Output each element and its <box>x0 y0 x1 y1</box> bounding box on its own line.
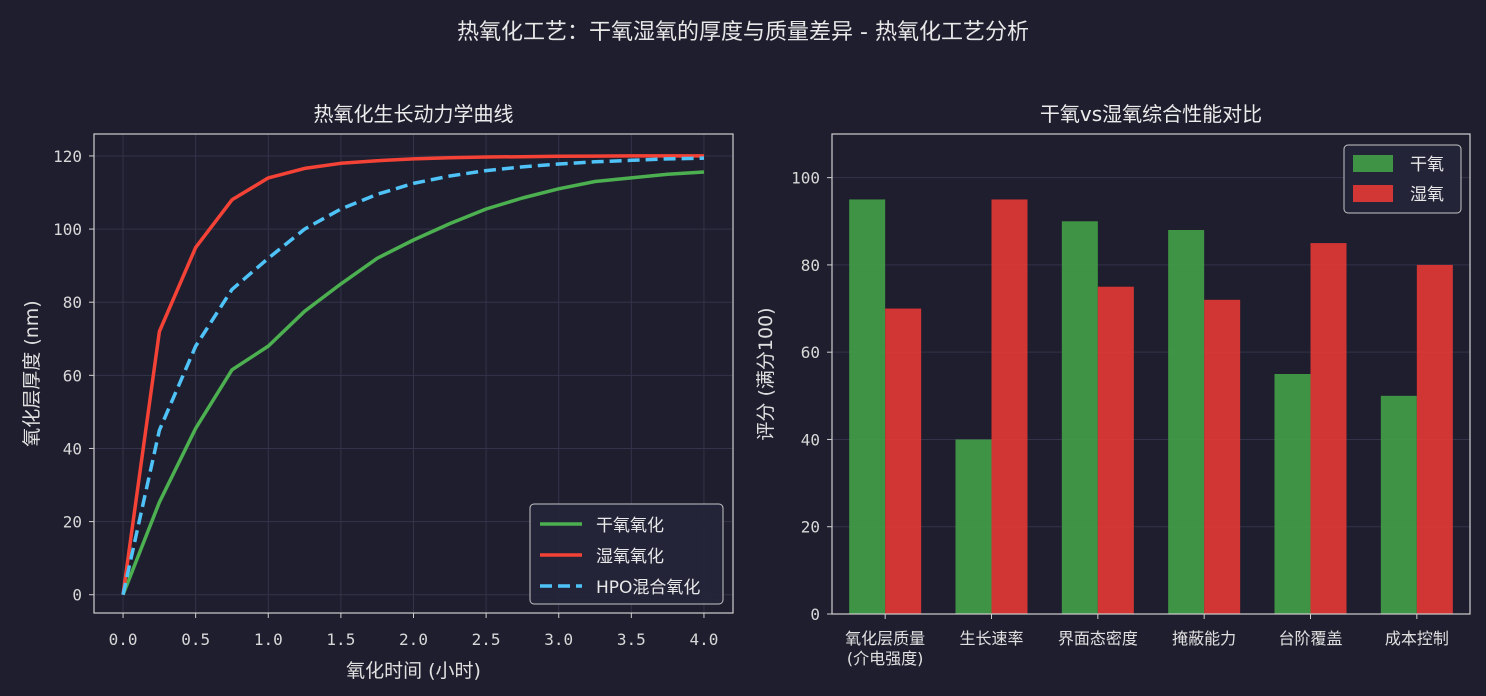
y-tick-label: 60 <box>63 366 82 385</box>
legend-swatch <box>1353 155 1393 172</box>
category-label: 掩蔽能力 <box>1172 629 1236 648</box>
category-label: 界面态密度 <box>1058 629 1138 648</box>
bar <box>1168 230 1205 614</box>
legend-label: 湿氧 <box>1410 185 1444 205</box>
legend-swatch <box>1353 185 1393 202</box>
category-label: 生长速率 <box>959 629 1023 648</box>
x-tick-label: 3.5 <box>617 630 646 649</box>
x-tick-label: 3.0 <box>544 630 573 649</box>
bar <box>1310 243 1347 614</box>
series-line <box>121 154 704 595</box>
x-tick-label: 0.5 <box>181 630 210 649</box>
y-tick-label: 120 <box>53 147 82 166</box>
x-axis-label: 氧化时间 (小时) <box>346 660 481 682</box>
y-tick-label: 80 <box>63 293 82 312</box>
category-label: (介电强度) <box>847 649 924 668</box>
x-tick-label: 0.0 <box>109 630 138 649</box>
legend-label: 湿氧氧化 <box>596 547 664 567</box>
figure-title: 热氧化工艺：干氧湿氧的厚度与质量差异 - 热氧化工艺分析 <box>457 20 1029 45</box>
bar <box>885 308 922 614</box>
y-tick-label: 40 <box>63 439 82 458</box>
bar-plot-area <box>832 134 1470 614</box>
y-tick-label: 0 <box>72 586 82 605</box>
y-tick-label: 0 <box>810 605 820 624</box>
y-tick-label: 100 <box>53 220 82 239</box>
bar <box>1204 299 1241 614</box>
bar <box>1380 395 1417 614</box>
bar <box>849 199 886 615</box>
y-axis-label: 评分 (满分100) <box>755 307 777 440</box>
y-tick-label: 60 <box>801 343 820 362</box>
legend-label: 干氧 <box>1410 155 1444 175</box>
y-tick-label: 100 <box>791 169 820 188</box>
x-tick-label: 1.0 <box>254 630 283 649</box>
bar <box>1097 286 1134 614</box>
x-tick-label: 2.0 <box>399 630 428 649</box>
bar-plot-frame <box>831 133 1471 615</box>
y-tick-label: 20 <box>801 518 820 537</box>
legend-label: 干氧氧化 <box>596 516 664 536</box>
y-axis-label: 氧化层厚度 (nm) <box>21 300 43 446</box>
x-tick-label: 4.0 <box>690 630 719 649</box>
x-tick-label: 1.5 <box>326 630 355 649</box>
y-tick-label: 80 <box>801 256 820 275</box>
bar <box>991 199 1028 615</box>
x-tick-label: 2.5 <box>472 630 501 649</box>
line-legend <box>529 503 724 605</box>
y-tick-label: 40 <box>801 430 820 449</box>
line-plot-frame <box>93 133 734 614</box>
series-line <box>121 156 705 596</box>
series-line <box>121 170 705 596</box>
category-label: 氧化层质量 <box>845 629 925 648</box>
bar <box>1274 374 1311 614</box>
bar <box>1061 221 1098 615</box>
bar <box>1416 264 1453 614</box>
category-label: 成本控制 <box>1385 629 1449 648</box>
line-chart-title: 热氧化生长动力学曲线 <box>314 102 514 126</box>
y-tick-label: 20 <box>63 513 82 532</box>
category-label: 台阶覆盖 <box>1278 629 1342 648</box>
legend-label: HPO混合氧化 <box>596 578 700 598</box>
bar <box>955 439 992 614</box>
bar-chart-title: 干氧vs湿氧综合性能对比 <box>1040 102 1262 126</box>
